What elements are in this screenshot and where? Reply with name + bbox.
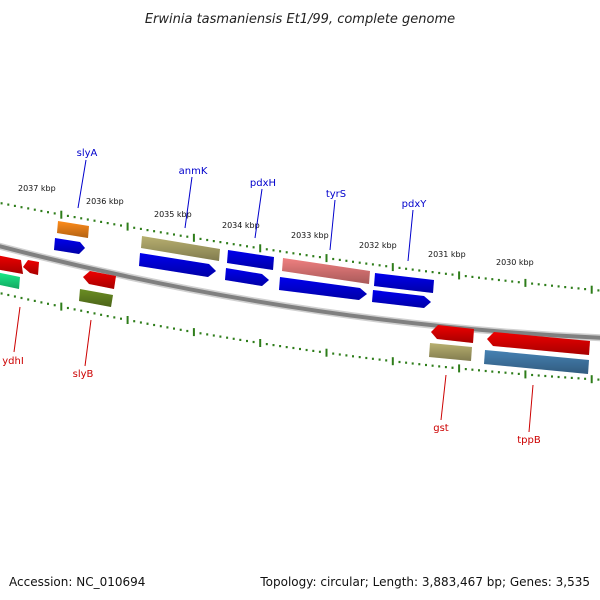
leader-slyB	[84, 319, 92, 367]
gene-label-pdxH: pdxH	[250, 178, 276, 189]
leader-tyrS	[329, 199, 336, 251]
gene-tyrS	[279, 277, 367, 300]
gene-label-pdxY: pdxY	[402, 199, 428, 210]
gene-label-slyB: slyB	[73, 369, 94, 380]
leader-anmK	[184, 176, 193, 229]
leader-ydhI	[13, 306, 21, 353]
kbp-label-2036: 2036 kbp	[86, 197, 124, 206]
tick-row-outer	[0, 202, 600, 294]
kbp-label-2030: 2030 kbp	[496, 258, 534, 267]
gene-pdxH-2	[225, 268, 269, 286]
tick-row-inner	[0, 292, 600, 384]
leader-pdxY	[407, 209, 414, 262]
kbp-label-2037: 2037 kbp	[18, 184, 56, 193]
feature-orange-outer	[57, 221, 89, 238]
leader-slyA	[77, 159, 87, 209]
gene-label-tyrS: tyrS	[326, 189, 346, 200]
gene-label-anmK: anmK	[179, 166, 208, 177]
feature-anmK-outer	[141, 236, 220, 261]
gene-slyB-red	[83, 271, 116, 289]
gene-ydhI-green	[0, 272, 20, 289]
topology-text: Topology: circular; Length: 3,883,467 bp…	[259, 575, 590, 589]
gene-pdxY	[374, 273, 434, 293]
gene-ydhI-red	[0, 255, 23, 274]
kbp-label-2031: 2031 kbp	[428, 250, 466, 259]
gene-label-slyA: slyA	[77, 148, 98, 159]
gene-tppB-red	[487, 332, 590, 355]
leader-tppB	[528, 384, 534, 433]
gene-slyB	[79, 289, 113, 307]
gene-slyA	[54, 238, 85, 254]
leader-gst	[440, 374, 447, 421]
kbp-label-2033: 2033 kbp	[291, 231, 329, 240]
gene-pdxH	[227, 250, 274, 270]
gene-label-gst: gst	[433, 423, 449, 434]
kbp-label-2034: 2034 kbp	[222, 221, 260, 230]
gene-tppB	[484, 350, 589, 374]
gene-pdxY-2	[372, 290, 431, 308]
feature-tyrS-outer	[282, 258, 370, 284]
gene-label-ydhI: ydhI	[2, 356, 24, 367]
gene-gst	[429, 343, 472, 361]
gene-label-tppB: tppB	[517, 435, 541, 446]
leader-pdxH	[254, 188, 263, 239]
map-title: Erwinia tasmaniensis Et1/99, complete ge…	[145, 12, 455, 27]
gene-gst-red	[431, 325, 474, 343]
gene-anmK	[139, 253, 216, 277]
kbp-label-2032: 2032 kbp	[359, 241, 397, 250]
accession-text: Accession: NC_010694	[9, 575, 145, 589]
gene-ydhI-red-small	[23, 260, 39, 275]
kbp-label-2035: 2035 kbp	[154, 210, 192, 219]
backbone	[0, 244, 600, 340]
